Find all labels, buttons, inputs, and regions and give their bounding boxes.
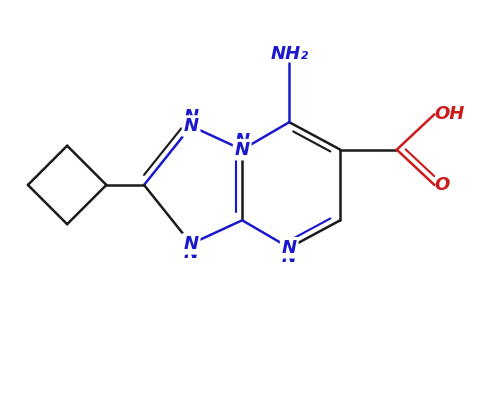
Text: OH: OH <box>434 106 465 123</box>
Text: N: N <box>184 235 198 253</box>
Text: NH₂: NH₂ <box>270 45 308 63</box>
Text: N: N <box>282 248 297 266</box>
Text: O: O <box>434 176 450 194</box>
Text: N: N <box>234 141 250 158</box>
Text: N: N <box>184 117 198 135</box>
Text: N: N <box>184 244 198 262</box>
Text: N: N <box>234 132 250 150</box>
Text: N: N <box>282 239 297 257</box>
Text: N: N <box>184 108 198 126</box>
